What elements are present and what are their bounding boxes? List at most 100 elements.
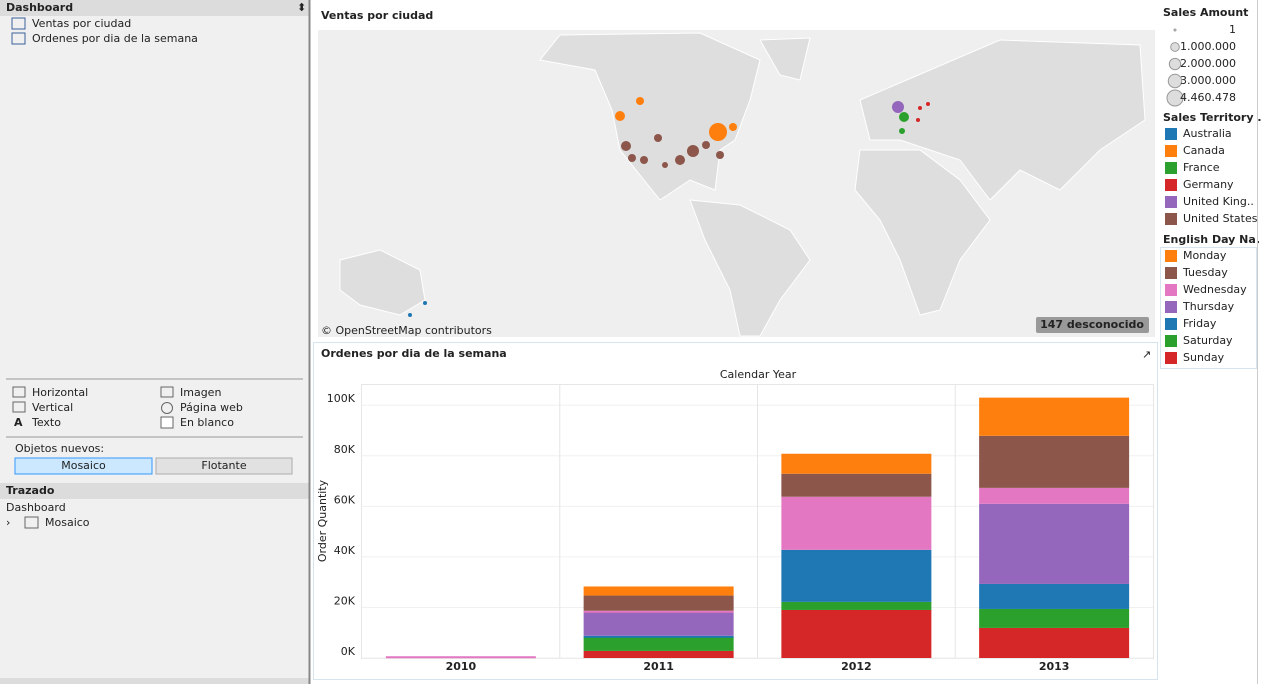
object-item[interactable]: En blanco — [180, 416, 234, 429]
legend-label: Monday — [1183, 249, 1227, 262]
map-point — [709, 123, 727, 141]
chart-title: Ordenes por dia de la semana — [321, 347, 507, 360]
map-point — [675, 155, 685, 165]
legend-label: United King.. — [1183, 195, 1254, 208]
legend-label: Sunday — [1183, 351, 1225, 364]
legend-swatch — [1165, 213, 1177, 225]
legend-label: Saturday — [1183, 334, 1233, 347]
bar-segment — [979, 488, 1129, 504]
x-tick-label: 2010 — [446, 660, 477, 673]
x-axis-title: Calendar Year — [720, 368, 797, 381]
legend-swatch — [1165, 284, 1177, 296]
x-tick-label: 2011 — [643, 660, 674, 673]
map-point — [423, 301, 427, 305]
object-item[interactable]: Imagen — [180, 386, 221, 399]
bar-segment — [781, 497, 931, 550]
button-label[interactable]: Mosaico — [61, 459, 106, 472]
popout-icon[interactable]: ↗ — [1142, 348, 1151, 361]
legend-swatch — [1165, 335, 1177, 347]
y-axis-title: Order Quantity — [316, 479, 329, 562]
tree-expander[interactable]: › — [6, 516, 10, 529]
map-point — [615, 111, 625, 121]
bar-segment — [781, 454, 931, 474]
bar-segment — [584, 586, 734, 595]
legend-title: Sales Amount — [1163, 6, 1248, 19]
bar-segment — [979, 584, 1129, 609]
legend-swatch — [1165, 352, 1177, 364]
sidebar — [0, 0, 309, 684]
legend-swatch — [1165, 162, 1177, 174]
legend-swatch — [1165, 318, 1177, 330]
bar-segment — [386, 656, 536, 658]
legend-label: Canada — [1183, 144, 1225, 157]
size-legend-label: 1 — [1229, 23, 1236, 36]
object-icon — [161, 417, 173, 428]
tree-root[interactable]: Dashboard — [6, 501, 66, 514]
legend-swatch — [1165, 250, 1177, 262]
bar-segment — [781, 474, 931, 497]
bar-segment — [584, 611, 734, 613]
map-point — [621, 141, 631, 151]
sheet-item[interactable]: Ordenes por dia de la semana — [32, 32, 198, 45]
legend-swatch — [1165, 196, 1177, 208]
map-point — [716, 151, 724, 159]
bar-segment — [979, 609, 1129, 628]
x-tick-label: 2012 — [841, 660, 872, 673]
size-legend-label: 4.460.478 — [1180, 91, 1236, 104]
map-title: Ventas por ciudad — [321, 9, 433, 22]
map-point — [702, 141, 710, 149]
map-point — [729, 123, 737, 131]
map-point — [918, 106, 922, 110]
map-point — [640, 156, 648, 164]
bar-segment — [584, 612, 734, 636]
legend-swatch — [1165, 267, 1177, 279]
bar-segment — [781, 550, 931, 602]
button-label[interactable]: Flotante — [201, 459, 246, 472]
tree-child[interactable]: Mosaico — [45, 516, 90, 529]
x-tick-label: 2013 — [1039, 660, 1070, 673]
map-point — [899, 128, 905, 134]
legend-label: Thursday — [1182, 300, 1235, 313]
size-legend-label: 3.000.000 — [1180, 74, 1236, 87]
legend-label: United States — [1183, 212, 1258, 225]
object-item[interactable]: Texto — [31, 416, 61, 429]
size-legend-mark — [1174, 29, 1176, 31]
map-point — [408, 313, 412, 317]
legend-label: Friday — [1183, 317, 1217, 330]
y-tick-label: 100K — [327, 392, 356, 405]
bar-segment — [979, 398, 1129, 436]
object-item[interactable]: Vertical — [32, 401, 73, 414]
map-point — [899, 112, 909, 122]
bar-segment — [584, 636, 734, 638]
bar-segment — [979, 504, 1129, 584]
legend-label: France — [1183, 161, 1220, 174]
bar-segment — [781, 610, 931, 658]
map-point — [662, 162, 668, 168]
scrollbar — [0, 678, 309, 684]
object-item[interactable]: Horizontal — [32, 386, 88, 399]
legend-title: Sales Territory .. — [1163, 111, 1261, 124]
map-attribution: © OpenStreetMap contributors — [321, 324, 492, 337]
y-tick-label: 0K — [341, 645, 356, 658]
legend-title: English Day Na.. — [1163, 233, 1261, 246]
size-legend-label: 1.000.000 — [1180, 40, 1236, 53]
legend-swatch — [1165, 128, 1177, 140]
legend-label: Australia — [1183, 127, 1232, 140]
map-point — [916, 118, 920, 122]
y-tick-label: 80K — [334, 443, 356, 456]
legend-swatch — [1165, 145, 1177, 157]
unknown-badge-label[interactable]: 147 desconocido — [1040, 318, 1144, 331]
map-point — [636, 97, 644, 105]
map-point — [687, 145, 699, 157]
bar-segment — [584, 596, 734, 611]
object-item[interactable]: Página web — [180, 401, 243, 414]
bar-segment — [781, 602, 931, 610]
sheet-item[interactable]: Ventas por ciudad — [32, 17, 131, 30]
collapse-icon[interactable]: ⬍ — [297, 1, 306, 14]
map-point — [926, 102, 930, 106]
legend-swatch — [1165, 301, 1177, 313]
bar-segment — [584, 637, 734, 651]
map-point — [654, 134, 662, 142]
legend-swatch — [1165, 179, 1177, 191]
